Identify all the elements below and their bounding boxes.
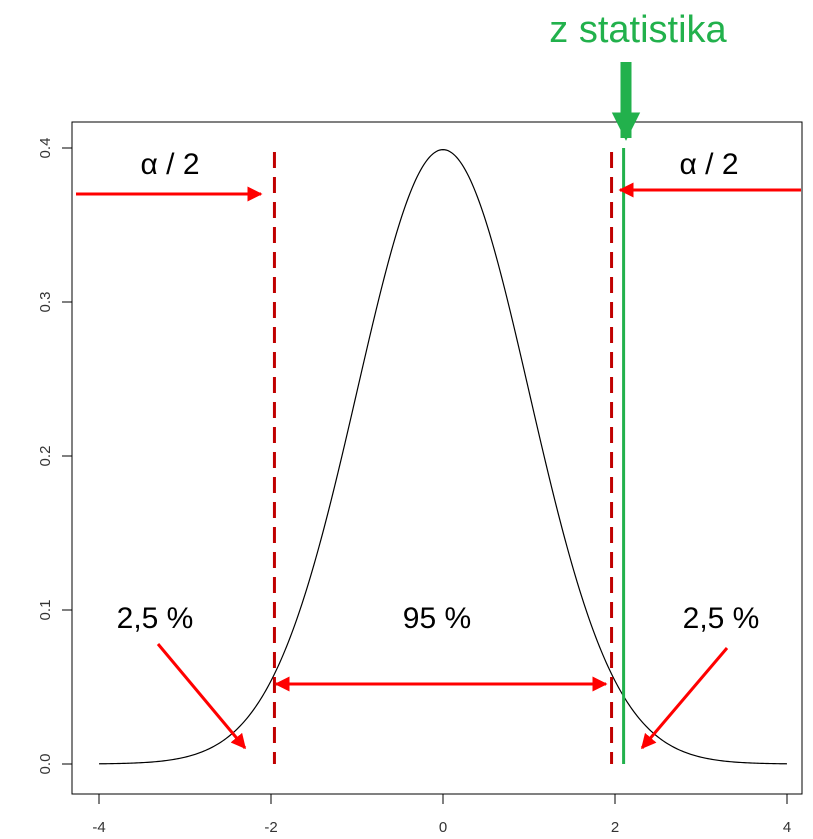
alpha-right-label: α / 2 [679,148,738,181]
y-tick-label: 0.2 [37,446,54,467]
y-tick-label: 0.4 [37,138,54,159]
x-axis: -4 -2 0 2 4 [92,793,791,836]
middle-label: 95 % [403,602,471,635]
y-tick-label: 0.1 [37,600,54,621]
tail-left-arrow [156,643,247,750]
plot-frame [71,121,803,795]
x-tick-label: 4 [783,819,791,836]
tail-right-label: 2,5 % [683,602,760,635]
tail-left-label: 2,5 % [117,602,194,635]
y-axis: 0.0 0.1 0.2 0.3 0.4 [37,138,73,775]
x-tick-label: 0 [439,819,447,836]
x-tick-label: -4 [92,819,105,836]
z-statistic-label: z statistika [549,9,727,51]
density-curve [98,149,788,765]
x-tick-label: 2 [611,819,619,836]
alpha-left-label: α / 2 [140,148,199,181]
x-tick-label: -2 [264,819,277,836]
y-tick-label: 0.0 [37,754,54,775]
tail-right-arrow [640,647,729,750]
y-tick-label: 0.3 [37,292,54,313]
